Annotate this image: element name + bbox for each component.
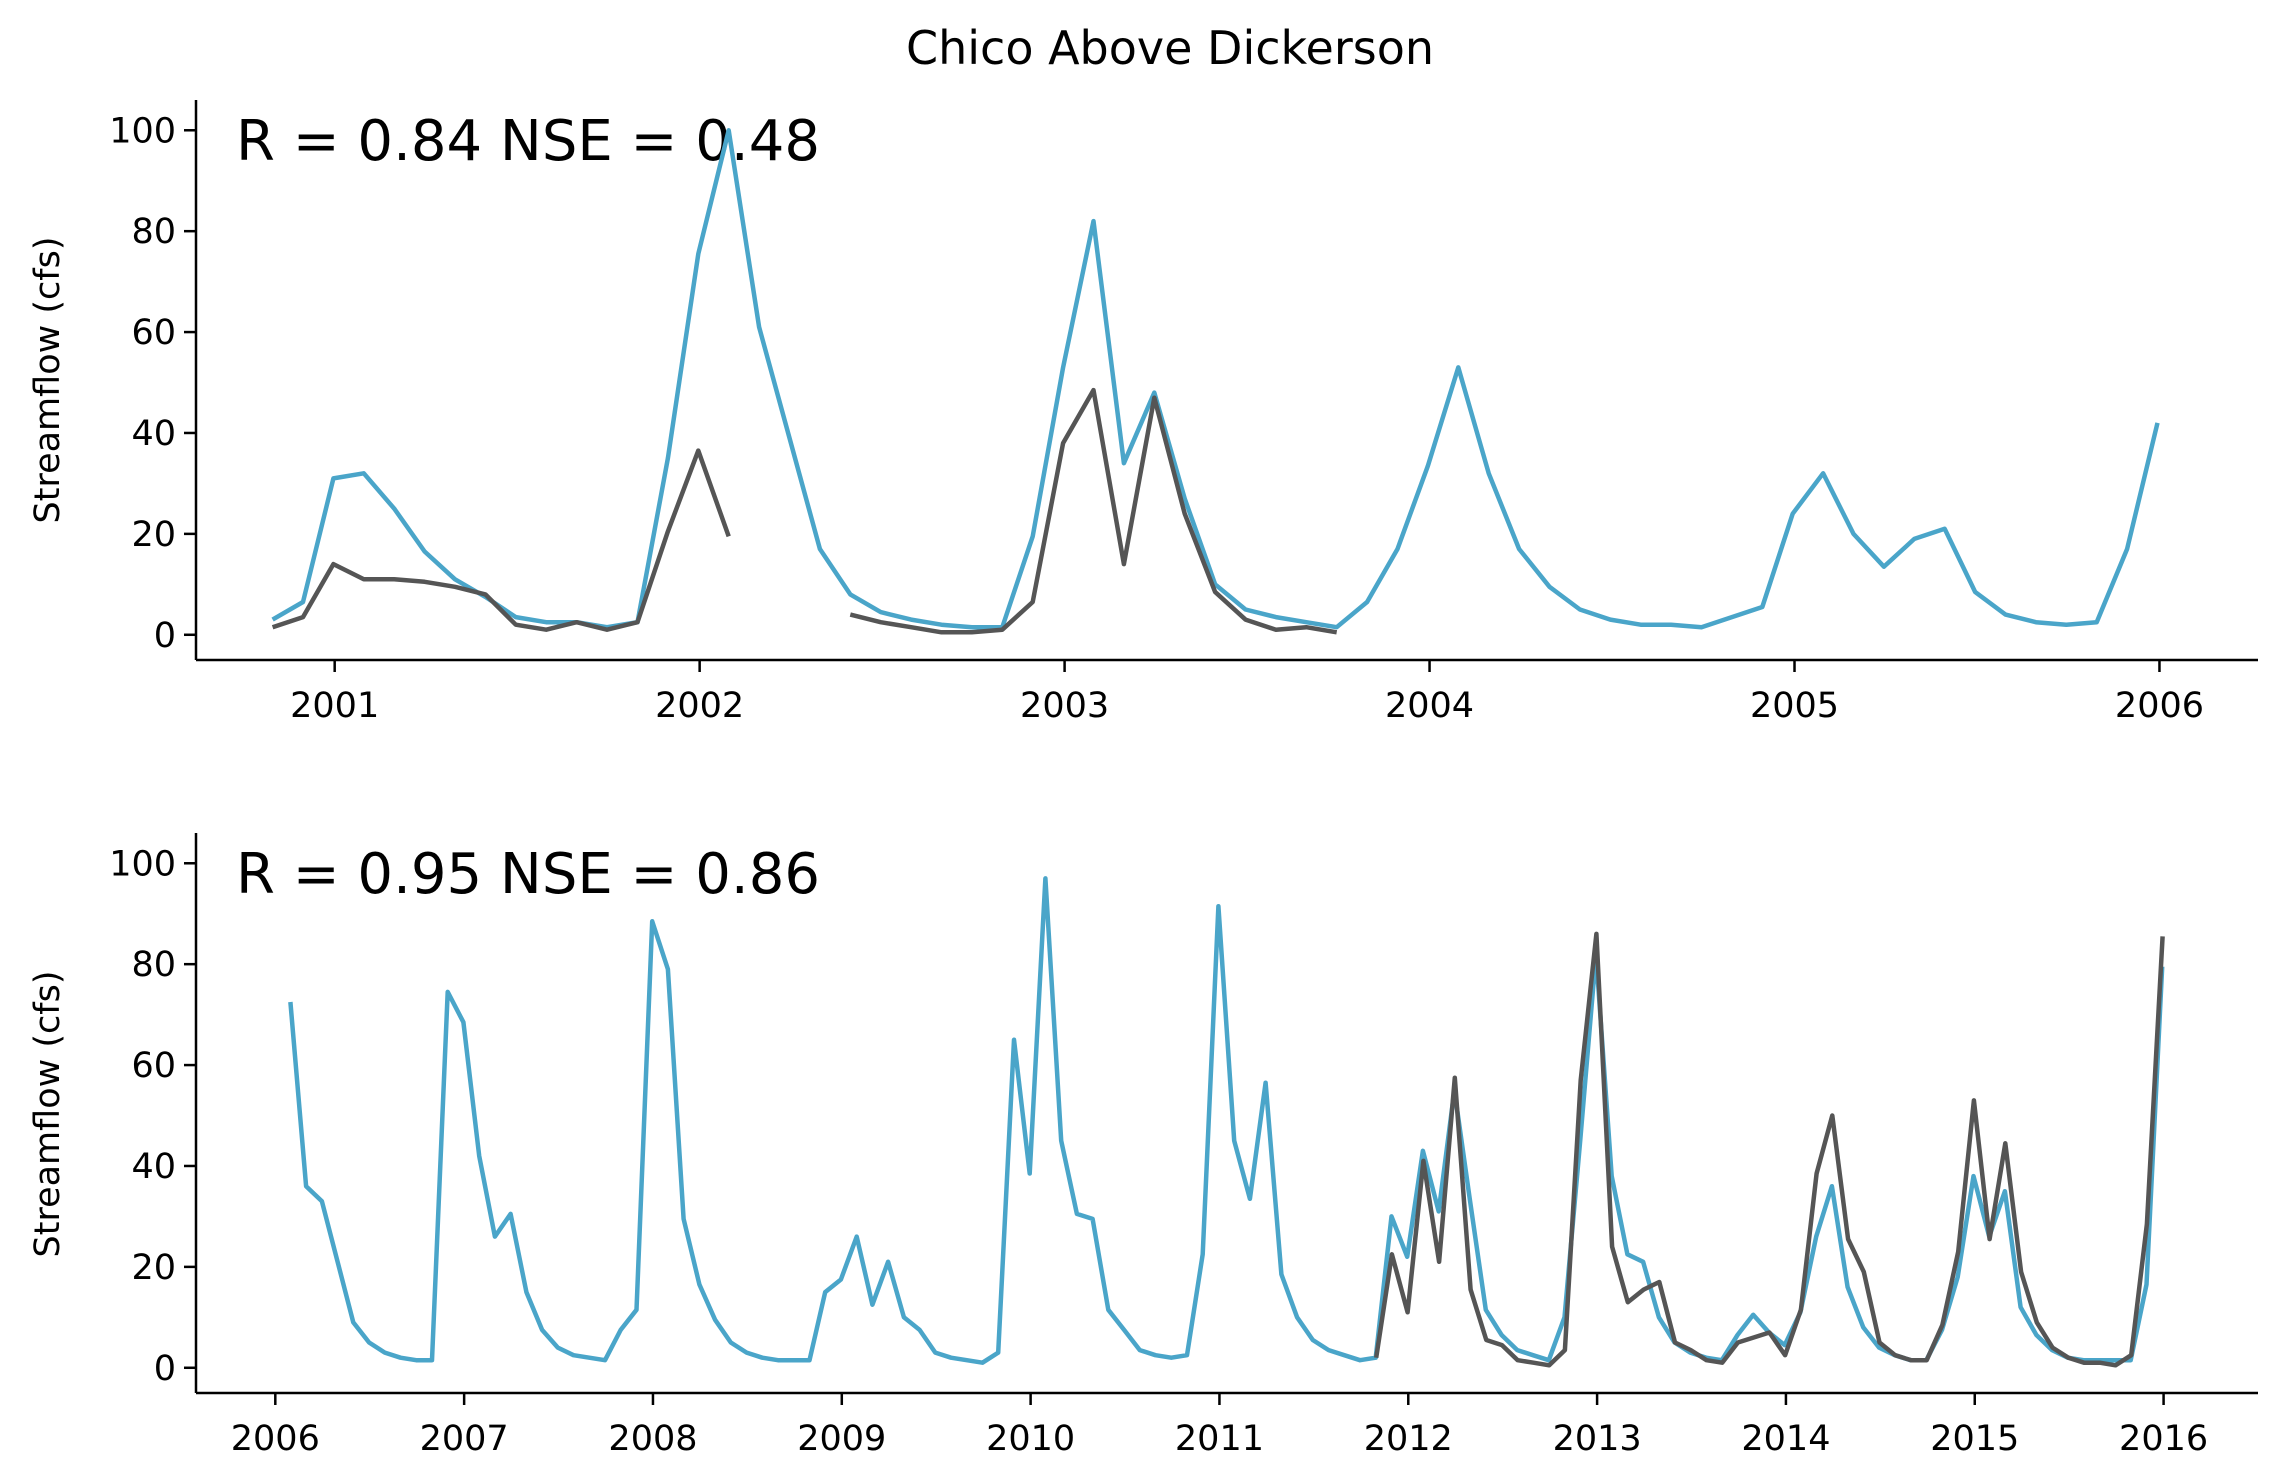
y-tick-label: 20	[131, 1248, 176, 1288]
y-tick-label: 60	[131, 1046, 176, 1086]
x-tick-label: 2007	[420, 1419, 509, 1459]
series-line-simulated	[288, 876, 2165, 1365]
y-tick-label: 20	[131, 515, 176, 555]
series-group-top	[271, 128, 2160, 635]
y-axis-label-bottom: Streamflow (cfs)	[28, 971, 68, 1258]
x-tick-label: 2010	[986, 1419, 1075, 1459]
x-tick-label: 2002	[655, 686, 744, 726]
y-tick-label: 80	[131, 945, 176, 985]
x-tick-label: 2016	[2119, 1419, 2208, 1459]
x-tick-label: 2014	[1741, 1419, 1830, 1459]
x-tick-label: 2011	[1175, 1419, 1264, 1459]
x-tick-label: 2013	[1553, 1419, 1642, 1459]
series-line-observed	[271, 387, 1338, 635]
y-tick-label: 0	[154, 1349, 176, 1389]
x-tick-label: 2005	[1750, 686, 1839, 726]
x-tick-label: 2012	[1364, 1419, 1453, 1459]
y-tick-label: 100	[109, 111, 176, 151]
tick-group-bottom: 2006 2007 2008 2009 2010 2011 2012 2013 2014 2015…	[109, 844, 2208, 1459]
y-tick-label: 40	[131, 414, 176, 454]
series-line-simulated	[271, 128, 2160, 630]
x-tick-label: 2006	[2115, 686, 2204, 726]
x-tick-label: 2015	[1930, 1419, 2019, 1459]
x-tick-label: 2008	[608, 1419, 697, 1459]
x-tick-label: 2003	[1020, 686, 1109, 726]
x-tick-label: 2004	[1385, 686, 1474, 726]
x-tick-label: 2001	[290, 686, 379, 726]
y-tick-label: 80	[131, 212, 176, 252]
y-axis-label-top: Streamflow (cfs)	[28, 237, 68, 524]
series-line-observed	[1373, 931, 2165, 1368]
x-tick-label: 2006	[231, 1419, 320, 1459]
y-tick-label: 100	[109, 844, 176, 884]
x-tick-label: 2009	[797, 1419, 886, 1459]
y-tick-label: 60	[131, 313, 176, 353]
y-tick-label: 0	[154, 616, 176, 656]
series-group-bottom	[288, 876, 2165, 1368]
stats-text-bottom: R = 0.95 NSE = 0.86	[236, 842, 820, 907]
y-tick-label: 40	[131, 1147, 176, 1187]
figure-title: Chico Above Dickerson	[906, 21, 1434, 75]
panel-bottom: R = 0.95 NSE = 0.86 Streamflow (cfs) 200…	[28, 833, 2258, 1459]
panel-top: R = 0.84 NSE = 0.48 Streamflow (cfs) 200…	[28, 100, 2258, 726]
tick-group-top: 2001 2002 2003 2004 2005 2006 0 20 40 60 80 100	[109, 111, 2204, 726]
